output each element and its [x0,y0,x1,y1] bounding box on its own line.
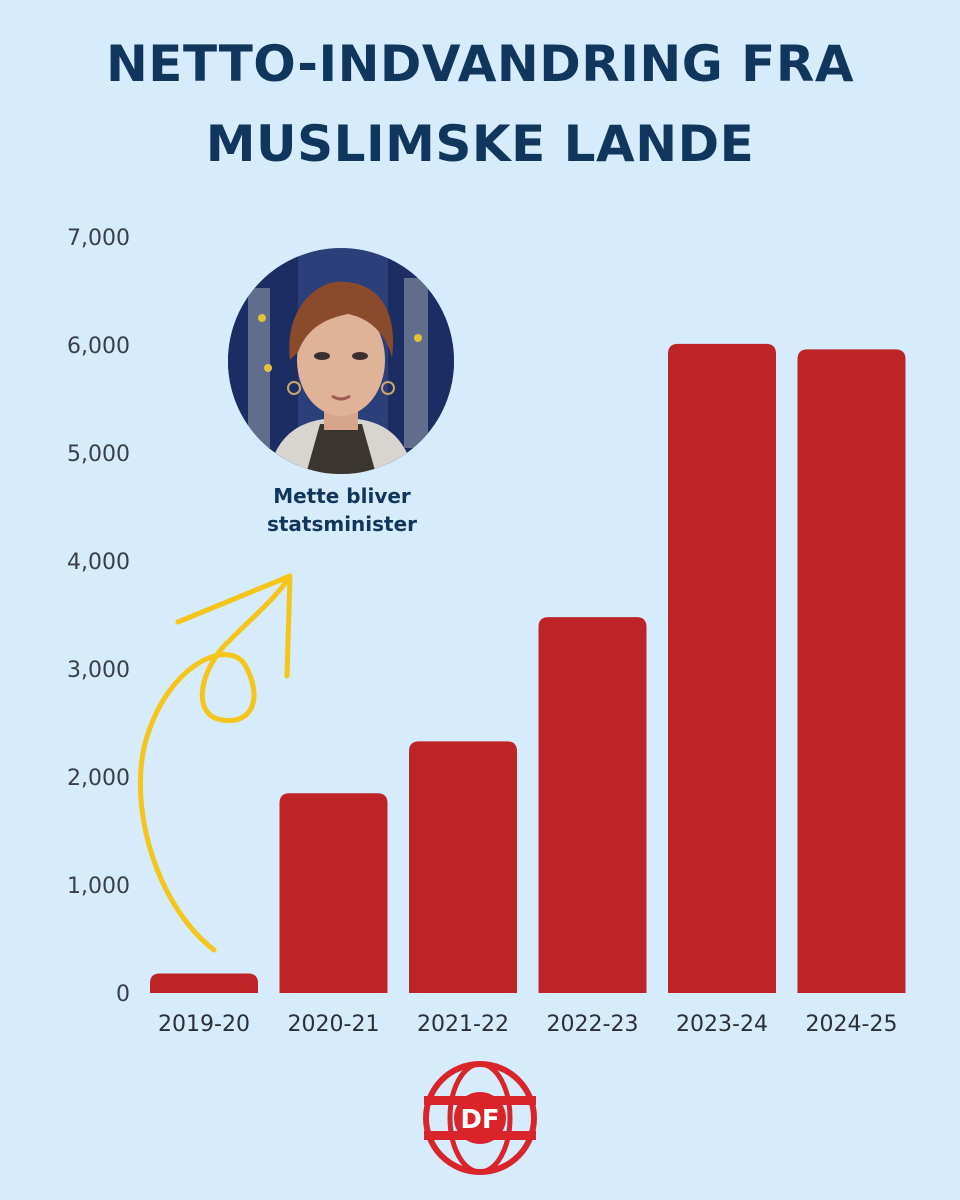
x-axis: 2019-20 2020-21 2021-22 2022-23 2023-24 2024-… [158,1012,897,1037]
x-tick-label: 2023-24 [676,1012,768,1037]
y-tick-label: 3,000 [67,658,130,683]
y-tick-label: 5,000 [67,442,130,467]
df-logo: DF [422,1060,538,1176]
annotation-line-2: statsminister [266,512,418,536]
y-tick-label: 1,000 [67,874,130,899]
bar-2023-24 [668,343,776,993]
x-tick-label: 2021-22 [417,1012,509,1037]
bars-group [150,343,906,993]
bar-2024-25 [797,349,906,993]
y-tick-label: 0 [116,982,130,1007]
svg-text:DF: DF [460,1105,499,1135]
bar-2022-23 [538,617,647,993]
x-tick-label: 2019-20 [158,1012,250,1037]
bar-2019-20 [150,973,258,993]
x-tick-label: 2022-23 [547,1012,639,1037]
y-tick-label: 4,000 [67,550,130,575]
politician-portrait [228,248,454,474]
arrow-annotation-icon [138,573,293,953]
y-axis: 0 1,000 2,000 3,000 4,000 5,000 6,000 7,000 [67,226,130,1007]
x-tick-label: 2020-21 [288,1012,380,1037]
annotation-line-1: Mette bliver [273,484,411,508]
y-tick-label: 6,000 [67,334,130,359]
bar-2021-22 [409,741,517,993]
y-tick-label: 2,000 [67,766,130,791]
chart-title-line-1: NETTO-INDVANDRING FRA [105,35,855,93]
x-tick-label: 2024-25 [806,1012,898,1037]
bar-2020-21 [279,793,388,993]
chart-title-line-2: MUSLIMSKE LANDE [205,115,755,173]
y-tick-label: 7,000 [67,226,130,251]
chart-title: NETTO-INDVANDRING FRA MUSLIMSKE LANDE [0,24,960,184]
annotation-caption: Mette bliver statsminister [222,482,462,538]
